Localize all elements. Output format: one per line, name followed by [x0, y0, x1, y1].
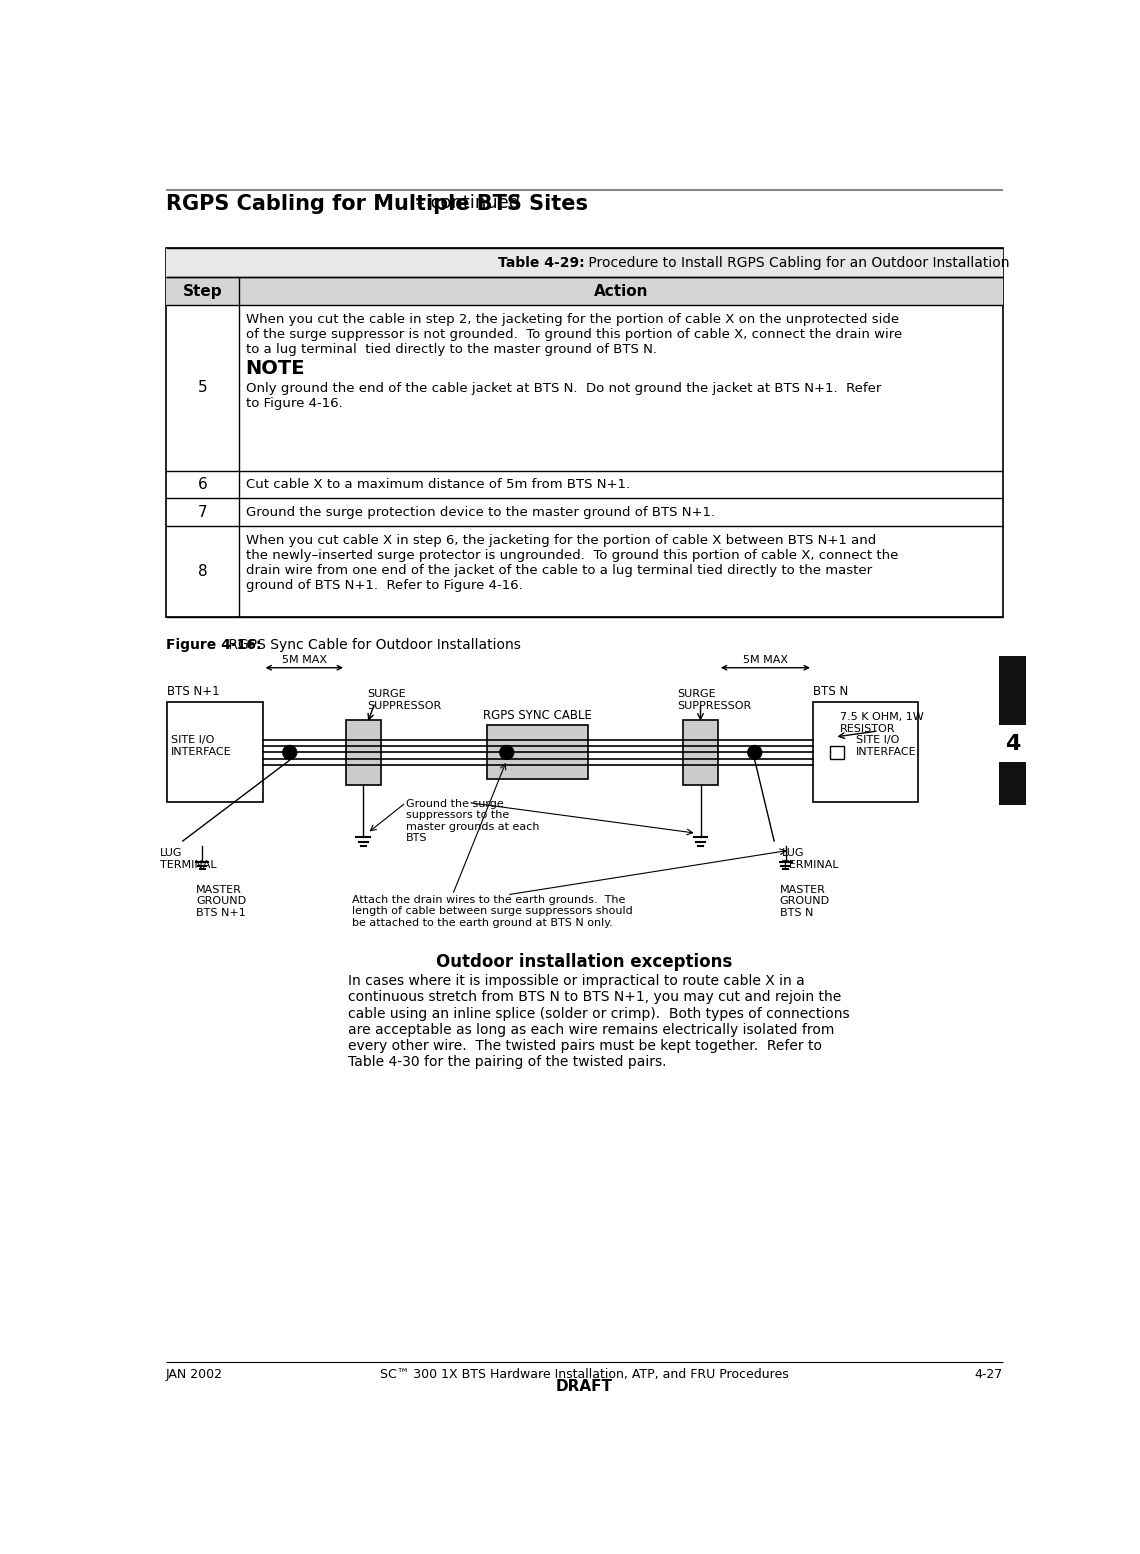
Text: 4-27: 4-27: [975, 1369, 1003, 1382]
Text: Attach the drain wires to the earth grounds.  The
length of cable between surge : Attach the drain wires to the earth grou…: [352, 895, 633, 928]
Text: NOTE: NOTE: [245, 359, 306, 378]
Bar: [830, 746, 844, 760]
Text: Outdoor installation exceptions: Outdoor installation exceptions: [437, 953, 732, 971]
Text: LUG
TERMINAL: LUG TERMINAL: [782, 848, 839, 870]
Bar: [345, 720, 381, 785]
Text: SURGE
SUPPRESSOR: SURGE SUPPRESSOR: [367, 690, 441, 710]
Text: Action: Action: [594, 284, 649, 298]
Text: MASTER
GROUND
BTS N+1: MASTER GROUND BTS N+1: [196, 884, 246, 918]
Text: 5M MAX: 5M MAX: [282, 654, 327, 665]
Text: Cut cable X to a maximum distance of 5m from BTS N+1.: Cut cable X to a maximum distance of 5m …: [245, 479, 629, 491]
Text: Ground the surge
suppressors to the
master grounds at each
BTS: Ground the surge suppressors to the mast…: [406, 799, 539, 844]
Bar: [165, 249, 1003, 277]
Text: Step: Step: [182, 284, 222, 298]
Text: RGPS Cabling for Multiple BTS Sites: RGPS Cabling for Multiple BTS Sites: [165, 194, 588, 214]
Text: – continued: – continued: [410, 194, 520, 213]
Bar: [683, 720, 718, 785]
Text: Ground the surge protection device to the master ground of BTS N+1.: Ground the surge protection device to th…: [245, 507, 715, 519]
Text: 7: 7: [197, 505, 207, 519]
Bar: [488, 726, 588, 780]
Text: Only ground the end of the cable jacket at BTS N.  Do not ground the jacket at B: Only ground the end of the cable jacket …: [245, 382, 881, 410]
Text: 4: 4: [1004, 733, 1020, 754]
Bar: [165, 249, 1003, 617]
Text: RGPS SYNC CABLE: RGPS SYNC CABLE: [483, 709, 592, 723]
Text: 7.5 K OHM, 1W
RESISTOR: 7.5 K OHM, 1W RESISTOR: [840, 712, 923, 733]
Text: When you cut cable X in step 6, the jacketing for the portion of cable X between: When you cut cable X in step 6, the jack…: [245, 533, 898, 592]
Bar: [165, 277, 1003, 305]
Circle shape: [283, 746, 296, 760]
Text: BTS N+1: BTS N+1: [168, 685, 220, 698]
Text: SITE I/O
INTERFACE: SITE I/O INTERFACE: [171, 735, 231, 757]
Text: In cases where it is impossible or impractical to route cable X in a
continuous : In cases where it is impossible or impra…: [348, 974, 849, 1069]
Circle shape: [499, 746, 514, 760]
Text: DRAFT: DRAFT: [556, 1380, 613, 1394]
Bar: [168, 702, 262, 802]
Text: SURGE
SUPPRESSOR: SURGE SUPPRESSOR: [677, 690, 751, 710]
Text: JAN 2002: JAN 2002: [165, 1369, 222, 1382]
Bar: [999, 656, 1026, 726]
Text: LUG
TERMINAL: LUG TERMINAL: [160, 848, 217, 870]
Text: RGPS Sync Cable for Outdoor Installations: RGPS Sync Cable for Outdoor Installation…: [225, 639, 521, 653]
Bar: [813, 702, 918, 802]
Text: 8: 8: [197, 564, 207, 580]
Text: MASTER
GROUND
BTS N: MASTER GROUND BTS N: [780, 884, 830, 918]
Text: When you cut the cable in step 2, the jacketing for the portion of cable X on th: When you cut the cable in step 2, the ja…: [245, 312, 902, 356]
Text: Table 4-29:: Table 4-29:: [498, 256, 584, 270]
Text: 5M MAX: 5M MAX: [743, 654, 788, 665]
Circle shape: [748, 746, 762, 760]
Text: SITE I/O
INTERFACE: SITE I/O INTERFACE: [855, 735, 917, 757]
Text: 5: 5: [197, 381, 207, 395]
Text: 6: 6: [197, 477, 207, 493]
Text: Procedure to Install RGPS Cabling for an Outdoor Installation: Procedure to Install RGPS Cabling for an…: [584, 256, 1010, 270]
Text: Figure 4-16:: Figure 4-16:: [165, 639, 261, 653]
Text: SC™ 300 1X BTS Hardware Installation, ATP, and FRU Procedures: SC™ 300 1X BTS Hardware Installation, AT…: [380, 1369, 789, 1382]
Text: BTS N: BTS N: [813, 685, 848, 698]
Bar: [999, 763, 1026, 805]
